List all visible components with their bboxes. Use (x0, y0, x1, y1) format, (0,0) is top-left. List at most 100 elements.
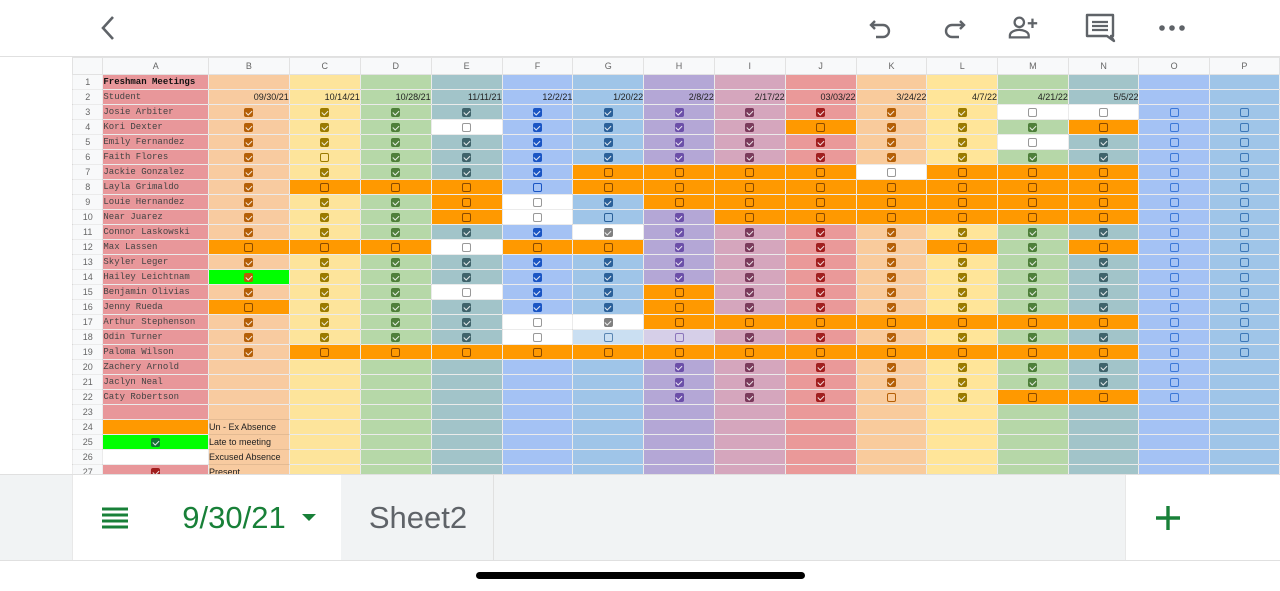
attendance-cell[interactable] (1208, 344, 1280, 360)
checkbox-checked[interactable] (244, 168, 254, 178)
attendance-cell[interactable] (501, 179, 574, 195)
checkbox-unchecked[interactable] (462, 243, 472, 253)
row-header[interactable]: 10 (71, 209, 104, 225)
checkbox-unchecked[interactable] (244, 243, 254, 253)
attendance-cell[interactable] (288, 314, 361, 330)
checkbox-checked[interactable] (603, 123, 613, 133)
checkbox-checked[interactable] (532, 303, 542, 313)
select-all-corner[interactable] (71, 57, 104, 75)
checkbox-checked[interactable] (745, 363, 755, 373)
attendance-cell[interactable] (997, 194, 1069, 210)
checkbox-checked[interactable] (320, 318, 330, 328)
attendance-cell[interactable] (430, 344, 503, 360)
attendance-cell[interactable] (208, 164, 290, 180)
attendance-cell[interactable] (997, 389, 1069, 405)
attendance-cell[interactable] (713, 389, 786, 405)
date-header-cell[interactable]: 1/20/22 (572, 89, 645, 105)
row-header[interactable]: 13 (71, 254, 104, 270)
attendance-cell[interactable] (1138, 269, 1210, 285)
checkbox-checked[interactable] (244, 123, 254, 133)
attendance-cell[interactable] (855, 179, 928, 195)
checkbox-unchecked[interactable] (1028, 108, 1038, 118)
cell[interactable] (1067, 434, 1140, 450)
legend-swatch[interactable] (102, 434, 210, 450)
attendance-cell[interactable] (855, 239, 928, 255)
attendance-cell[interactable] (855, 119, 928, 135)
cell[interactable] (288, 419, 361, 435)
attendance-cell[interactable] (713, 149, 786, 165)
checkbox-unchecked[interactable] (1239, 153, 1249, 163)
attendance-cell[interactable] (713, 224, 786, 240)
attendance-cell[interactable] (430, 194, 503, 210)
cell[interactable] (784, 449, 857, 465)
attendance-cell[interactable] (1208, 254, 1280, 270)
checkbox-checked[interactable] (745, 138, 755, 148)
attendance-cell[interactable] (572, 119, 645, 135)
checkbox-unchecked[interactable] (1169, 243, 1179, 253)
attendance-cell[interactable] (572, 224, 645, 240)
cell[interactable] (997, 449, 1069, 465)
row-header[interactable]: 16 (71, 299, 104, 315)
cell[interactable] (501, 434, 574, 450)
checkbox-unchecked[interactable] (1099, 213, 1109, 223)
attendance-cell[interactable] (208, 359, 290, 375)
checkbox-checked[interactable] (957, 228, 967, 238)
attendance-cell[interactable] (1138, 224, 1210, 240)
cell[interactable] (359, 464, 432, 474)
cell[interactable] (855, 449, 928, 465)
cell[interactable] (643, 404, 715, 420)
attendance-cell[interactable] (926, 194, 999, 210)
row-header[interactable]: 9 (71, 194, 104, 210)
attendance-cell[interactable] (208, 224, 290, 240)
attendance-cell[interactable] (643, 179, 715, 195)
row-header[interactable]: 3 (71, 104, 104, 120)
checkbox-checked[interactable] (462, 333, 472, 343)
attendance-cell[interactable] (643, 269, 715, 285)
attendance-cell[interactable] (288, 329, 361, 345)
attendance-cell[interactable] (1067, 359, 1140, 375)
checkbox-unchecked[interactable] (603, 333, 613, 343)
checkbox-unchecked[interactable] (603, 168, 613, 178)
checkbox-checked[interactable] (1028, 303, 1038, 313)
attendance-cell[interactable] (713, 269, 786, 285)
cell[interactable] (713, 74, 786, 90)
cell[interactable] (784, 434, 857, 450)
checkbox-checked[interactable] (244, 108, 254, 118)
checkbox-unchecked[interactable] (886, 198, 896, 208)
checkbox-unchecked[interactable] (391, 243, 401, 253)
student-name-cell[interactable]: Paloma Wilson (102, 344, 210, 360)
date-header-cell[interactable]: 03/03/22 (784, 89, 857, 105)
attendance-cell[interactable] (208, 344, 290, 360)
attendance-cell[interactable] (643, 254, 715, 270)
checkbox-checked[interactable] (1028, 123, 1038, 133)
checkbox-unchecked[interactable] (1169, 123, 1179, 133)
attendance-cell[interactable] (1138, 374, 1210, 390)
attendance-cell[interactable] (501, 269, 574, 285)
attendance-cell[interactable] (1208, 329, 1280, 345)
date-header-cell[interactable]: 2/8/22 (643, 89, 715, 105)
checkbox-checked[interactable] (603, 258, 613, 268)
cell[interactable] (926, 434, 999, 450)
cell[interactable] (572, 419, 645, 435)
attendance-cell[interactable] (572, 299, 645, 315)
checkbox-unchecked[interactable] (1239, 333, 1249, 343)
attendance-cell[interactable] (926, 254, 999, 270)
date-header-cell[interactable] (1208, 89, 1280, 105)
attendance-cell[interactable] (1138, 149, 1210, 165)
attendance-cell[interactable] (784, 119, 857, 135)
attendance-cell[interactable] (288, 389, 361, 405)
checkbox-checked[interactable] (674, 378, 684, 388)
checkbox-checked[interactable] (745, 243, 755, 253)
date-header-cell[interactable]: 09/30/21 (208, 89, 290, 105)
checkbox-checked[interactable] (957, 258, 967, 268)
checkbox-unchecked[interactable] (462, 213, 472, 223)
column-header-i[interactable]: I (713, 57, 786, 75)
checkbox-unchecked[interactable] (1169, 303, 1179, 313)
attendance-cell[interactable] (713, 374, 786, 390)
attendance-cell[interactable] (855, 164, 928, 180)
attendance-cell[interactable] (288, 344, 361, 360)
attendance-cell[interactable] (501, 329, 574, 345)
attendance-cell[interactable] (359, 329, 432, 345)
checkbox-unchecked[interactable] (1169, 213, 1179, 223)
checkbox-checked[interactable] (1099, 333, 1109, 343)
